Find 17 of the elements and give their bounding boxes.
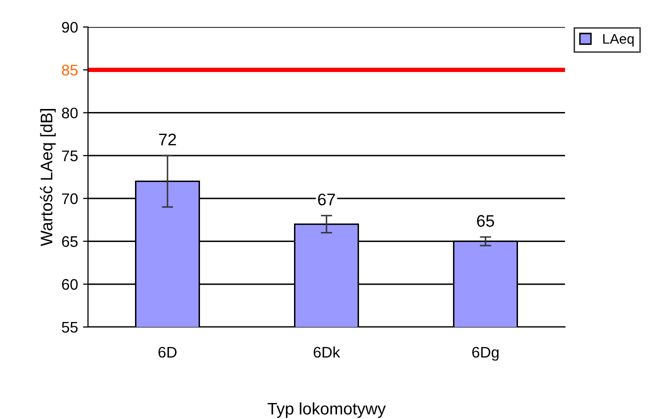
data-label: 67: [318, 194, 335, 206]
y-tick-label: 65: [62, 236, 78, 247]
x-tick-label: 6D: [158, 346, 177, 358]
y-tick-label: 80: [62, 108, 78, 118]
y-tick-label: 70: [62, 193, 78, 204]
y-tick-label: 90: [62, 22, 78, 33]
x-axis-title: Typ lokomotywy: [268, 402, 386, 418]
data-label: 72: [159, 134, 176, 146]
y-axis-title: Wartość LAeq [dB]: [40, 109, 56, 246]
legend-label: LAeq: [603, 34, 634, 47]
x-tick-label: 6Dk: [314, 346, 340, 358]
x-tick-label: 6Dg: [472, 346, 499, 361]
y-tick-label: 85: [62, 64, 78, 76]
data-label: 65: [477, 215, 494, 227]
y-tick-label: 55: [62, 322, 78, 333]
y-tick-label: 75: [62, 150, 78, 162]
y-tick-label: 60: [62, 279, 78, 290]
